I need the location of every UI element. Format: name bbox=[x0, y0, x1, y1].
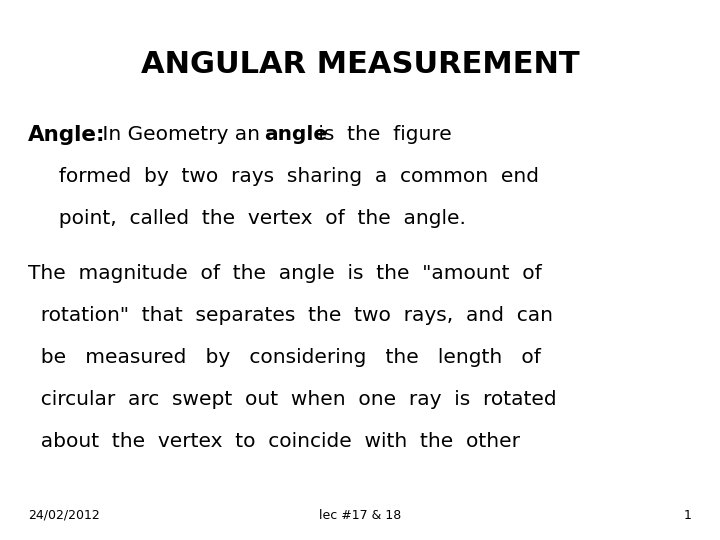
Text: be   measured   by   considering   the   length   of: be measured by considering the length of bbox=[28, 348, 541, 367]
Text: circular  arc  swept  out  when  one  ray  is  rotated: circular arc swept out when one ray is r… bbox=[28, 389, 557, 409]
Text: 24/02/2012: 24/02/2012 bbox=[28, 509, 100, 522]
Text: Angle:: Angle: bbox=[28, 125, 106, 145]
Text: is  the  figure: is the figure bbox=[312, 125, 451, 144]
Text: point,  called  the  vertex  of  the  angle.: point, called the vertex of the angle. bbox=[46, 209, 466, 228]
Text: 1: 1 bbox=[684, 509, 692, 522]
Text: angle: angle bbox=[264, 125, 327, 144]
Text: In Geometry an: In Geometry an bbox=[96, 125, 266, 144]
Text: lec #17 & 18: lec #17 & 18 bbox=[319, 509, 401, 522]
Text: ANGULAR MEASUREMENT: ANGULAR MEASUREMENT bbox=[140, 50, 580, 79]
Text: about  the  vertex  to  coincide  with  the  other: about the vertex to coincide with the ot… bbox=[28, 431, 520, 450]
Text: rotation"  that  separates  the  two  rays,  and  can: rotation" that separates the two rays, a… bbox=[28, 306, 553, 325]
Text: The  magnitude  of  the  angle  is  the  "amount  of: The magnitude of the angle is the "amoun… bbox=[28, 264, 541, 282]
Text: formed  by  two  rays  sharing  a  common  end: formed by two rays sharing a common end bbox=[46, 167, 539, 186]
